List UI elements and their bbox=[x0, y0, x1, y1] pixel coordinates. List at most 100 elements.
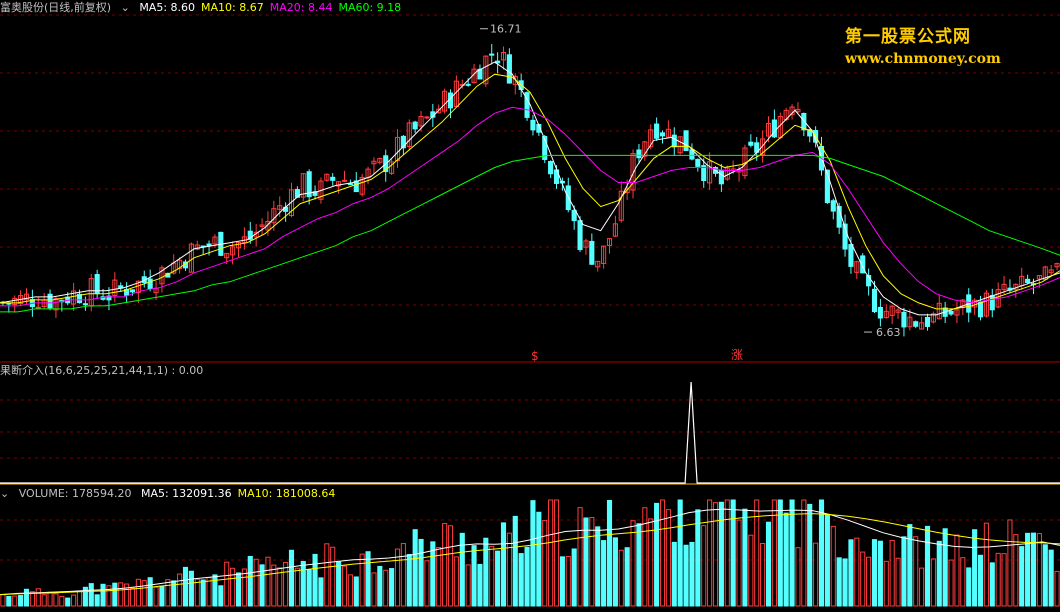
candle bbox=[253, 223, 259, 247]
candle bbox=[595, 260, 601, 272]
volume-bar bbox=[777, 499, 783, 607]
candle bbox=[330, 173, 336, 186]
volume-panel bbox=[0, 499, 1060, 607]
candle bbox=[1048, 264, 1054, 276]
candle bbox=[106, 287, 112, 311]
candle bbox=[530, 115, 536, 136]
watermark-line2: www.chnmoney.com bbox=[845, 51, 1001, 67]
volume-bar bbox=[883, 560, 889, 607]
volume-bar bbox=[88, 583, 94, 607]
candle bbox=[324, 173, 330, 182]
candle bbox=[18, 290, 24, 307]
candle bbox=[583, 238, 589, 255]
volume-bar bbox=[1030, 532, 1037, 607]
candle bbox=[748, 134, 754, 148]
signal-marker-rise: 涨 bbox=[731, 347, 743, 362]
candle bbox=[241, 227, 247, 250]
volume-bar bbox=[200, 579, 206, 607]
ma-line-ma20 bbox=[0, 106, 1060, 307]
volume-bar bbox=[288, 549, 295, 607]
volume-bar bbox=[618, 549, 624, 607]
candle bbox=[842, 214, 848, 257]
chevron-down-icon[interactable]: ⌄ bbox=[120, 1, 130, 14]
chevron-down-icon[interactable]: ⌄ bbox=[0, 487, 10, 500]
volume-bar bbox=[748, 534, 754, 607]
price-indicators: MA5: 8.60 MA10: 8.67 MA20: 8.44 MA60: 9.18 bbox=[139, 1, 407, 14]
volume-bar bbox=[648, 518, 654, 607]
candle bbox=[1001, 275, 1007, 295]
price-panel-title: 富奥股份(日线,前复权) bbox=[0, 1, 112, 14]
volume-bar bbox=[966, 567, 972, 607]
volume-bar bbox=[695, 509, 701, 607]
volume-bar bbox=[995, 552, 1001, 607]
candle bbox=[936, 294, 942, 320]
volume-bar bbox=[559, 556, 565, 607]
candle bbox=[177, 257, 183, 274]
volume-bar bbox=[436, 547, 442, 607]
volume-bar bbox=[624, 547, 630, 607]
candle bbox=[801, 112, 807, 137]
volume-bar bbox=[483, 537, 489, 607]
volume-bar bbox=[807, 503, 813, 607]
volume-bar bbox=[377, 565, 383, 607]
candle bbox=[347, 179, 353, 186]
candle bbox=[907, 309, 913, 331]
volume-bar bbox=[565, 555, 571, 607]
candle bbox=[983, 290, 989, 318]
volume-bar bbox=[71, 594, 77, 607]
volume-bar bbox=[18, 595, 24, 607]
volume-bar bbox=[983, 522, 989, 607]
candle bbox=[147, 269, 153, 292]
candle bbox=[82, 296, 88, 311]
candle bbox=[930, 311, 936, 324]
candle bbox=[483, 55, 489, 88]
candle bbox=[359, 173, 365, 197]
candle bbox=[972, 298, 978, 315]
volume-bar bbox=[930, 558, 936, 607]
candle bbox=[883, 304, 889, 319]
candle bbox=[306, 169, 312, 205]
volume-bar bbox=[253, 558, 259, 607]
candle bbox=[836, 202, 842, 235]
volume-bar bbox=[913, 536, 919, 607]
candle bbox=[71, 282, 77, 311]
volume-bar bbox=[353, 576, 359, 607]
candle bbox=[1007, 279, 1013, 294]
candle bbox=[41, 293, 47, 310]
candle bbox=[989, 288, 995, 318]
volume-bar bbox=[512, 515, 518, 607]
candle bbox=[701, 158, 707, 188]
volume-bar bbox=[506, 532, 512, 607]
volume-bar bbox=[1042, 544, 1048, 607]
candle bbox=[489, 43, 495, 65]
candle bbox=[948, 309, 954, 316]
volume-bar bbox=[754, 499, 760, 607]
candle bbox=[636, 143, 642, 164]
volume-bar bbox=[571, 548, 577, 607]
volume-bar bbox=[465, 564, 471, 607]
volume-bar bbox=[701, 525, 707, 607]
volume-bar bbox=[459, 532, 465, 607]
volume-bar bbox=[689, 541, 695, 607]
volume-bar bbox=[548, 499, 554, 607]
volume-bar bbox=[230, 567, 236, 607]
volume-bar bbox=[606, 499, 613, 607]
volume-bar bbox=[813, 542, 819, 607]
volume-bar bbox=[595, 526, 601, 607]
candle bbox=[995, 282, 1001, 309]
volume-bar bbox=[188, 570, 194, 607]
volume-bar bbox=[830, 525, 836, 607]
volume-indicator-0: MA5: 132091.36 bbox=[140, 487, 232, 500]
candle bbox=[913, 320, 919, 329]
volume-bar bbox=[124, 583, 130, 607]
volume-bar bbox=[736, 519, 742, 607]
volume-bar bbox=[23, 588, 30, 607]
volume-bar bbox=[500, 522, 507, 607]
volume-bar bbox=[359, 553, 365, 607]
candle bbox=[23, 288, 30, 305]
volume-bar bbox=[577, 507, 583, 607]
candle bbox=[589, 233, 595, 265]
volume-bar bbox=[371, 572, 377, 607]
candle bbox=[601, 245, 607, 269]
volume-bar bbox=[1001, 553, 1007, 607]
